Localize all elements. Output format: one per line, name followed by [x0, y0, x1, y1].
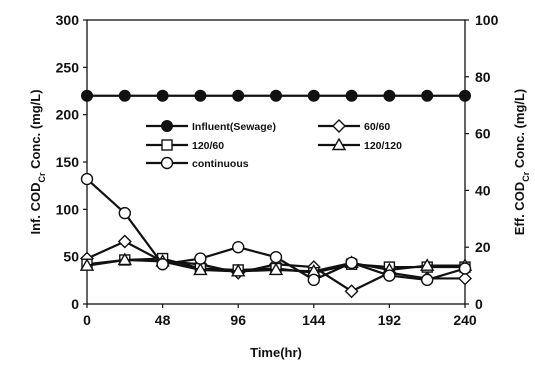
y-right-tick-label: 20	[475, 239, 491, 255]
data-point	[118, 206, 132, 220]
y-left-tick-label: 50	[63, 249, 79, 265]
y-left-tick-label: 150	[56, 154, 80, 170]
legend-label: 120/60	[192, 140, 224, 152]
data-point	[459, 89, 471, 102]
data-point	[383, 269, 396, 282]
y-right-tick-label: 60	[475, 126, 491, 142]
data-point	[419, 258, 435, 271]
data-point	[230, 263, 246, 277]
legend-item: 60/60	[318, 119, 390, 133]
series-4	[80, 172, 472, 287]
data-point	[307, 89, 320, 102]
data-point	[345, 89, 358, 102]
data-point	[194, 252, 207, 265]
data-point	[117, 252, 133, 266]
legend-item: 120/120	[318, 137, 402, 152]
data-point	[307, 273, 320, 287]
legend-label: 120/120	[364, 140, 402, 152]
y-left-tick-label: 0	[71, 296, 79, 312]
data-point	[118, 89, 131, 102]
data-point	[458, 271, 472, 286]
data-point	[193, 262, 208, 276]
x-tick-label: 192	[378, 312, 402, 328]
x-axis-label: Time(hr)	[250, 345, 302, 360]
y-left-tick-label: 300	[56, 12, 80, 28]
data-point	[156, 89, 169, 102]
series-layer	[79, 89, 473, 299]
y-left-axis-label: Inf. CODCr Conc. (mg/L)	[28, 89, 47, 234]
data-point	[268, 262, 284, 276]
y-right-tick-label: 0	[475, 296, 483, 312]
x-tick-label: 240	[453, 312, 477, 328]
axes-layer: 0 50 100 150 200 250 300 0 20 40 60 80 100 0 48 96 144 19…	[56, 12, 499, 328]
data-point	[232, 89, 245, 102]
labels-layer: Time(hr) Inf. CODCr Conc. (mg/L) Eff. CODC…	[28, 89, 531, 360]
legend-item: Influent(Sewage)	[146, 120, 276, 133]
legend-label: Influent(Sewage)	[192, 121, 276, 133]
data-point	[231, 240, 245, 254]
legend-marker	[331, 137, 347, 151]
data-point	[270, 89, 282, 102]
data-point	[345, 256, 358, 270]
legend-label: 60/60	[364, 121, 390, 133]
legend-marker	[160, 156, 174, 170]
data-point	[383, 89, 396, 102]
legend-marker	[161, 120, 173, 132]
y-right-tick-label: 40	[475, 182, 491, 198]
legend-item: 120/60	[146, 139, 224, 152]
data-point	[194, 89, 207, 102]
data-point	[80, 172, 94, 186]
data-point	[79, 258, 95, 271]
data-point	[156, 258, 169, 271]
legend-item: continuous	[146, 156, 249, 170]
legend-marker	[161, 139, 173, 151]
legend-marker	[332, 119, 346, 133]
data-point	[421, 89, 434, 102]
x-tick-label: 144	[302, 312, 326, 328]
y-left-tick-label: 200	[56, 107, 80, 123]
data-point	[458, 262, 472, 275]
x-tick-label: 0	[83, 312, 91, 328]
y-left-tick-label: 100	[56, 201, 80, 217]
x-tick-label: 96	[230, 312, 246, 328]
x-tick-label: 48	[155, 312, 171, 328]
y-right-tick-label: 100	[475, 12, 499, 28]
data-point	[421, 273, 434, 287]
legend-layer: Influent(Sewage) 60/60 120/60 120/120 contin…	[146, 119, 402, 170]
data-point	[81, 89, 93, 102]
data-point	[344, 284, 359, 299]
data-point	[117, 234, 132, 249]
y-left-tick-label: 250	[56, 59, 80, 75]
series-0	[81, 89, 471, 102]
y-right-tick-label: 80	[475, 69, 491, 85]
y-right-axis-label: Eff. CODCr Conc. (mg/L)	[512, 89, 531, 236]
data-point	[269, 250, 283, 264]
legend-label: continuous	[192, 158, 249, 170]
